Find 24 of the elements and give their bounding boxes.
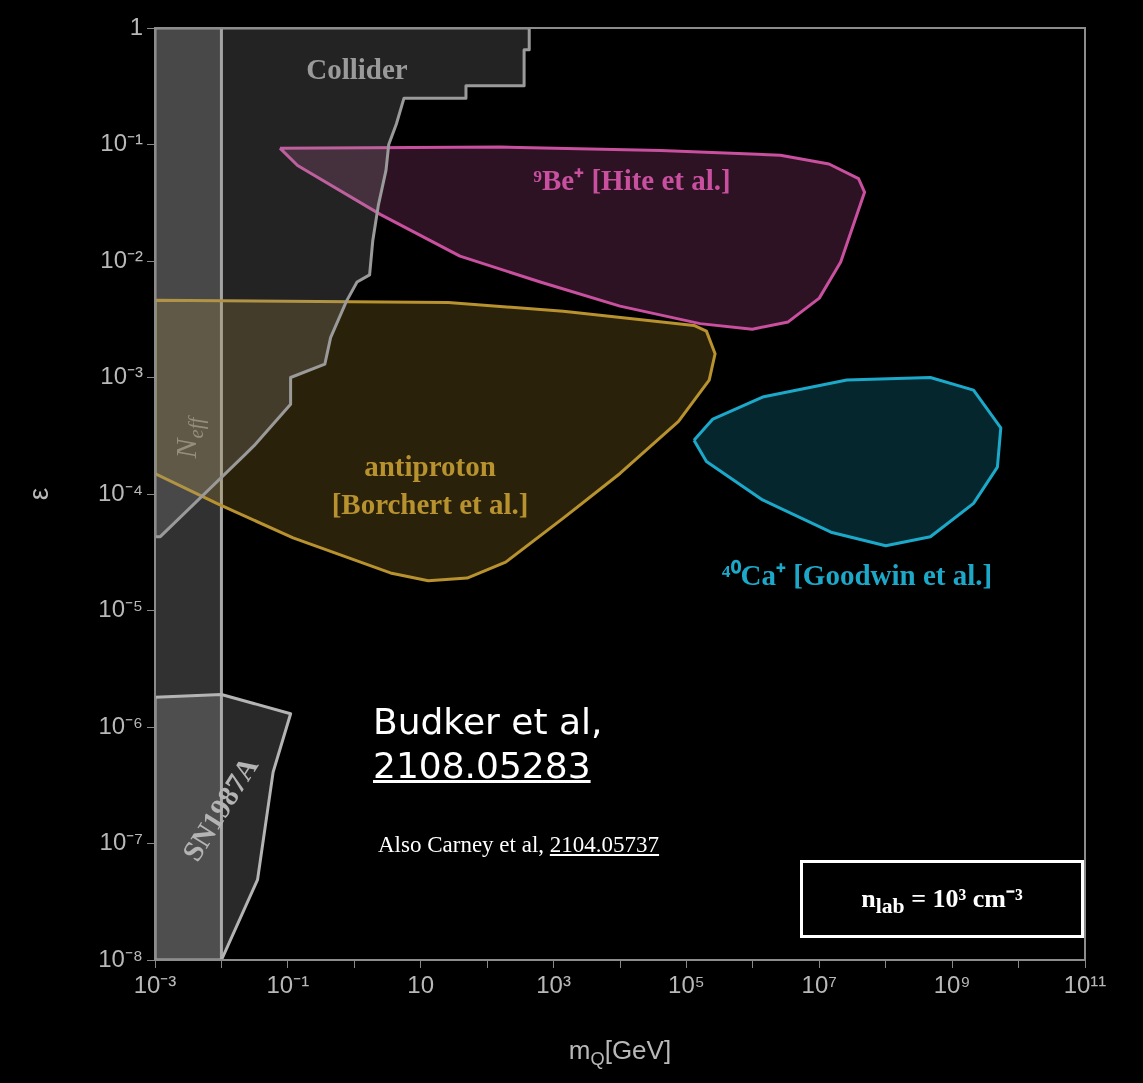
x-tick-label: 10⁵ bbox=[668, 971, 705, 999]
y-axis-title: ε bbox=[22, 487, 54, 501]
y-tick-label: 1 bbox=[129, 12, 143, 40]
x-tick-label: 10 bbox=[407, 971, 435, 999]
x-tick-label: 10¹¹ bbox=[1063, 971, 1107, 999]
y-tick-label: 10⁻⁵ bbox=[98, 595, 143, 623]
y-tick-label: 10⁻⁷ bbox=[99, 828, 143, 856]
series-label: antiproton [Borchert et al.] bbox=[331, 450, 529, 521]
x-tick-label: 10⁻³ bbox=[133, 971, 177, 999]
x-tick-label: 10⁷ bbox=[801, 971, 837, 999]
series-label: ⁴⁰Ca⁺ [Goodwin et al.] bbox=[721, 559, 993, 592]
y-tick-label: 10⁻² bbox=[100, 245, 144, 273]
annotation: Also Carney et al, 2104.05737 bbox=[378, 832, 660, 858]
x-tick-label: 10⁹ bbox=[933, 971, 971, 999]
series-label: ⁹Be⁺ [Hite et al.] bbox=[533, 164, 731, 197]
y-tick-label: 10⁻⁴ bbox=[97, 478, 143, 506]
y-tick-label: 10⁻⁶ bbox=[98, 711, 143, 739]
y-tick-label: 10⁻⁸ bbox=[98, 944, 143, 972]
x-tick-label: 10³ bbox=[536, 971, 571, 999]
y-tick-label: 10⁻³ bbox=[100, 362, 144, 390]
series-label: Collider bbox=[306, 53, 408, 86]
annotation: Budker et al, 2108.05283 bbox=[373, 700, 603, 788]
y-tick-label: 10⁻¹ bbox=[100, 129, 144, 157]
x-tick-label: 10⁻¹ bbox=[266, 971, 310, 999]
